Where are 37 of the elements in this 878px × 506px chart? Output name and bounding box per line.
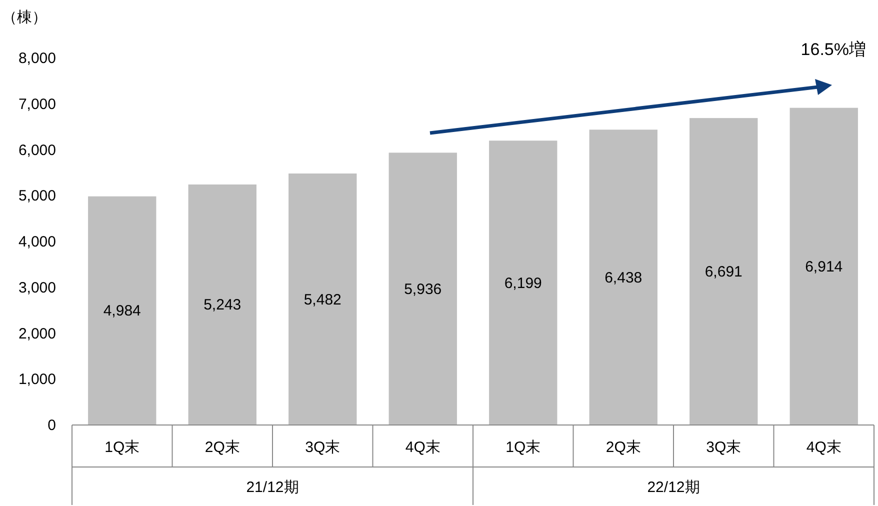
bar	[288, 174, 357, 425]
bar	[188, 184, 256, 425]
x-tick-label: 4Q末	[405, 439, 440, 456]
data-label: 5,482	[304, 291, 342, 308]
x-tick-label: 3Q末	[305, 439, 340, 456]
data-label: 6,914	[805, 258, 843, 276]
data-label: 6,438	[604, 269, 642, 286]
y-tick-label: 8,000	[18, 50, 56, 67]
bar	[790, 108, 858, 425]
y-tick-label: 6,000	[18, 142, 56, 159]
y-tick-label: 2,000	[18, 325, 56, 342]
data-label: 5,936	[404, 280, 442, 298]
y-tick-label: 0	[48, 417, 56, 434]
y-tick-label: 7,000	[18, 96, 56, 113]
y-tick-label: 3,000	[18, 279, 56, 296]
bar	[589, 130, 658, 425]
annotation: 16.5%増	[800, 40, 866, 59]
x-tick-label: 1Q末	[104, 439, 140, 456]
data-label: 5,243	[204, 296, 242, 314]
data-label: 6,691	[704, 264, 742, 281]
y-axis-title: （棟）	[2, 9, 47, 26]
data-label: 4,984	[103, 302, 141, 320]
x-tick-label: 2Q末	[606, 439, 641, 456]
x-tick-label: 1Q末	[506, 439, 541, 456]
bar	[388, 152, 457, 425]
y-tick-label: 4,000	[18, 234, 56, 250]
text: 22/12期	[647, 479, 700, 496]
y-tick-label: 5,000	[18, 188, 56, 205]
x-tick-label: 2Q末	[204, 439, 240, 456]
bar	[88, 196, 156, 425]
x-tick-label: 3Q末	[706, 439, 742, 456]
bar	[690, 118, 758, 425]
x-tick-label: 4Q末	[806, 439, 842, 456]
text: 21/12期	[246, 479, 299, 496]
data-label: 6,199	[504, 274, 542, 292]
bar	[489, 140, 558, 425]
y-tick-label: 1,000	[18, 371, 56, 388]
